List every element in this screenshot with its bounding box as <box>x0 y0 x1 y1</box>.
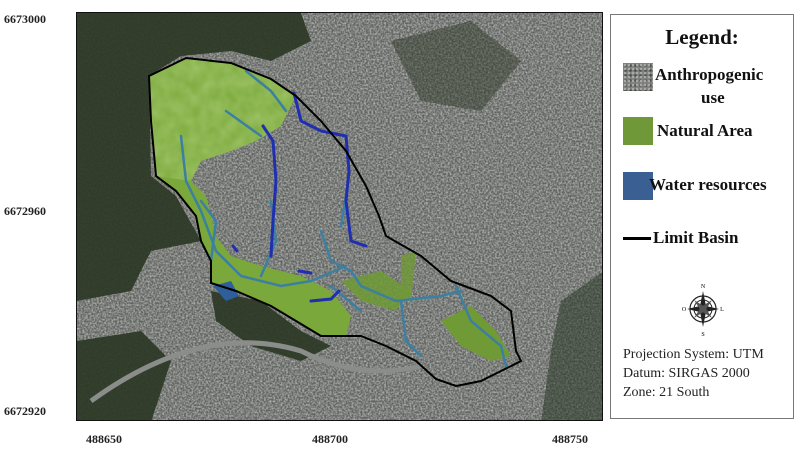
legend-label-water-resources: Water resources <box>649 175 767 194</box>
y-tick-label: 6672920 <box>4 404 46 418</box>
satellite-map <box>77 13 602 420</box>
x-tick-label: 488750 <box>552 432 588 446</box>
x-tick-label: 488700 <box>312 432 348 446</box>
svg-text:N: N <box>701 284 706 290</box>
y-tick-label: 6673000 <box>4 12 46 26</box>
limit-basin <box>147 56 523 388</box>
legend-label-limit-basin: Limit Basin <box>653 228 739 247</box>
y-tick-label: 6672960 <box>4 204 46 218</box>
natural-area-swatch <box>623 117 653 145</box>
svg-text:O: O <box>682 307 687 313</box>
svg-text:S: S <box>701 332 704 337</box>
datum-text: Datum: SIRGAS 2000 <box>623 366 750 381</box>
legend-label-anthropogenic: Anthropogenic <box>655 65 764 84</box>
road <box>89 340 422 404</box>
svg-text:L: L <box>720 307 724 313</box>
water-resources-swatch <box>623 172 653 200</box>
limit-basin-swatch <box>623 237 651 240</box>
x-tick-label: 488650 <box>86 432 122 446</box>
anthropogenic-swatch <box>623 63 653 91</box>
compass-rose-icon: N S O L <box>682 284 724 337</box>
legend: Legend: Anthropogenic use Natural Area W… <box>610 14 794 419</box>
zone-text: Zone: 21 South <box>623 385 710 400</box>
legend-label-anthropogenic-line2: use <box>701 88 725 107</box>
forest-areas <box>77 13 602 420</box>
projection-text: Projection System: UTM <box>623 347 764 362</box>
legend-title: Legend: <box>665 25 739 49</box>
legend-label-natural-area: Natural Area <box>657 121 753 140</box>
map-frame <box>76 12 603 421</box>
